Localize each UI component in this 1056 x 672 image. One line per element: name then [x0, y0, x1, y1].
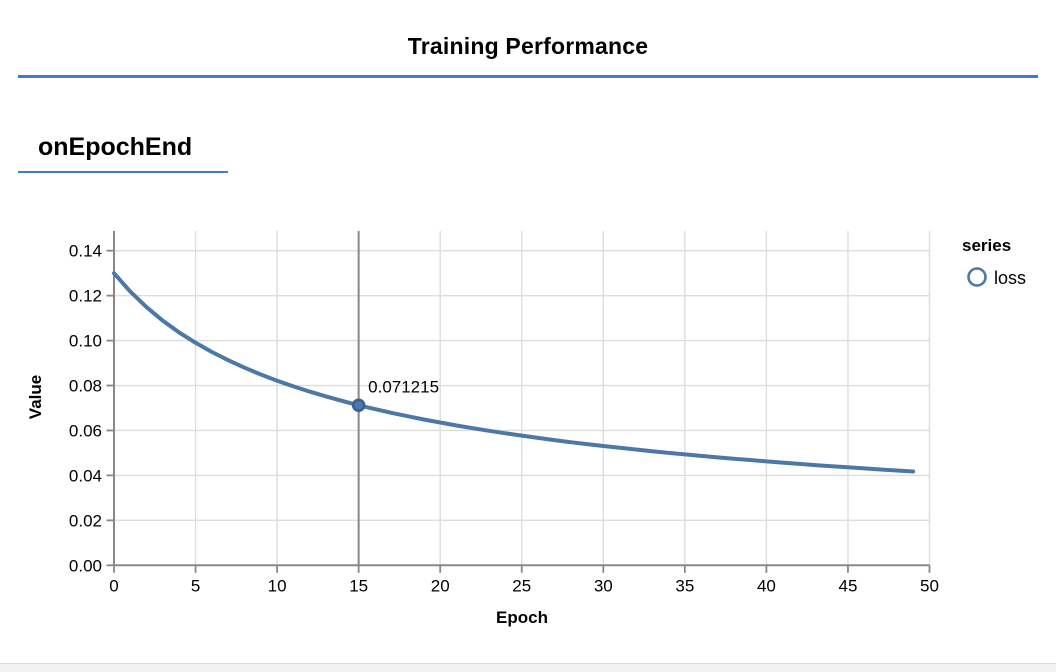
y-tick-label: 0.10 [69, 332, 102, 351]
highlighted-point[interactable] [351, 398, 366, 413]
x-tick-label: 15 [349, 576, 368, 595]
y-tick-label: 0.08 [69, 377, 102, 396]
x-tick-label: 50 [920, 576, 939, 595]
x-tick-label: 0 [109, 576, 118, 595]
y-tick-label: 0.00 [69, 556, 102, 575]
x-tick-label: 5 [191, 576, 200, 595]
legend-title: series [962, 236, 1011, 255]
y-tick-label: 0.14 [69, 242, 102, 261]
loss-line-series[interactable] [112, 271, 916, 474]
y-axis-title: Value [26, 375, 45, 419]
x-tick-label: 45 [838, 576, 857, 595]
x-tick-label: 30 [594, 576, 613, 595]
x-tick-label: 10 [268, 576, 287, 595]
section-title: onEpochEnd [38, 133, 193, 161]
legend: series loss [962, 236, 1026, 288]
chart-gridlines [114, 231, 931, 566]
title-divider [18, 75, 1038, 78]
y-tick-label: 0.06 [69, 421, 102, 440]
x-tick-label: 25 [512, 576, 531, 595]
y-tick-label: 0.12 [69, 287, 102, 306]
y-tick-label: 0.04 [69, 466, 102, 485]
legend-label-loss[interactable]: loss [994, 268, 1026, 288]
y-axis-tick-labels: 0.00 0.02 0.04 0.06 0.08 0.10 0.12 0.14 [69, 242, 102, 576]
hovered-value-label: 0.071215 [368, 377, 439, 396]
loss-chart[interactable]: 0 5 10 15 20 25 30 35 40 45 50 0.00 0.02 0.04 0.06 0.0… [0, 225, 1056, 645]
x-tick-label: 40 [757, 576, 776, 595]
page-title: Training Performance [407, 33, 649, 59]
chart-axes [106, 231, 931, 573]
x-axis-title: Epoch [496, 608, 548, 627]
section-divider [18, 171, 228, 173]
next-surface-edge [0, 663, 1056, 672]
x-axis-tick-labels: 0 5 10 15 20 25 30 35 40 45 50 [109, 576, 939, 595]
legend-loss-circle-icon[interactable] [967, 267, 987, 287]
x-tick-label: 20 [431, 576, 450, 595]
y-tick-label: 0.02 [69, 511, 102, 530]
loss-curve[interactable] [112, 271, 916, 474]
hover-crosshair [351, 231, 366, 567]
x-tick-label: 35 [675, 576, 694, 595]
